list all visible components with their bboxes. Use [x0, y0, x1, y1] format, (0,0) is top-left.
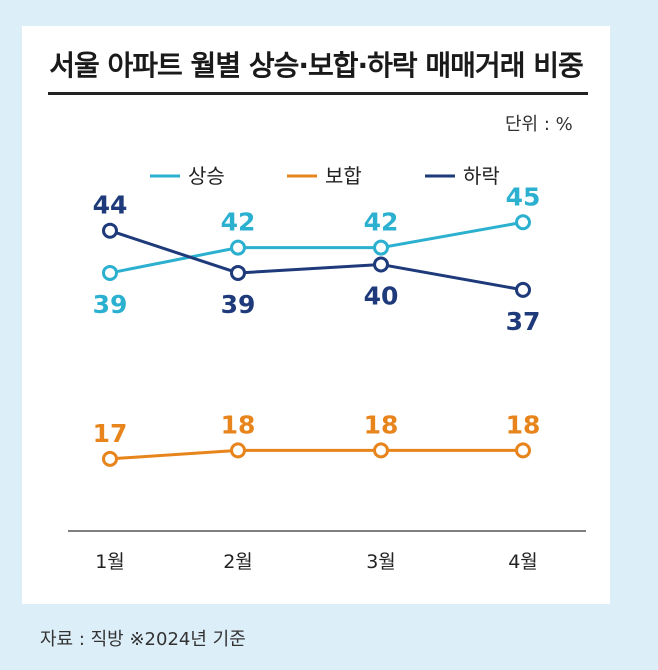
data-label: 42	[221, 208, 256, 237]
data-label: 18	[364, 410, 399, 439]
data-point	[373, 239, 389, 256]
data-point	[373, 256, 389, 273]
data-label: 37	[506, 307, 541, 336]
data-label: 40	[364, 282, 399, 311]
data-point	[515, 214, 531, 231]
data-point	[102, 222, 118, 239]
data-label: 44	[93, 191, 128, 220]
source-note: 자료 : 직방 ※2024년 기준	[40, 629, 246, 650]
x-tick-label: 1월	[95, 551, 125, 573]
x-tick-label: 3월	[366, 551, 396, 573]
unit-label: 단위 : %	[505, 114, 573, 135]
data-point	[373, 442, 389, 459]
data-label: 42	[364, 208, 399, 237]
series-line	[109, 448, 523, 461]
data-point	[102, 450, 118, 467]
chart-title: 서울 아파트 월별 상승·보합·하락 매매거래 비중	[49, 49, 583, 82]
data-point	[230, 264, 246, 281]
title-divider	[48, 92, 588, 95]
x-tick-label: 4월	[508, 551, 538, 573]
data-label: 18	[506, 410, 541, 439]
legend-label: 하락	[463, 164, 500, 188]
data-label: 18	[221, 410, 256, 439]
legend-label: 상승	[188, 164, 225, 188]
data-label: 39	[221, 290, 256, 319]
series-line	[109, 220, 524, 275]
x-tick-label: 2월	[223, 551, 253, 573]
data-point	[515, 442, 531, 459]
data-label: 45	[506, 182, 541, 211]
chart-card	[22, 26, 610, 604]
data-point	[230, 442, 246, 459]
data-label: 39	[93, 290, 128, 319]
data-point	[515, 281, 531, 298]
series-line	[109, 229, 524, 292]
data-point	[230, 239, 246, 256]
data-label: 17	[93, 419, 128, 448]
legend-label: 보합	[325, 164, 362, 188]
data-point	[102, 264, 118, 281]
